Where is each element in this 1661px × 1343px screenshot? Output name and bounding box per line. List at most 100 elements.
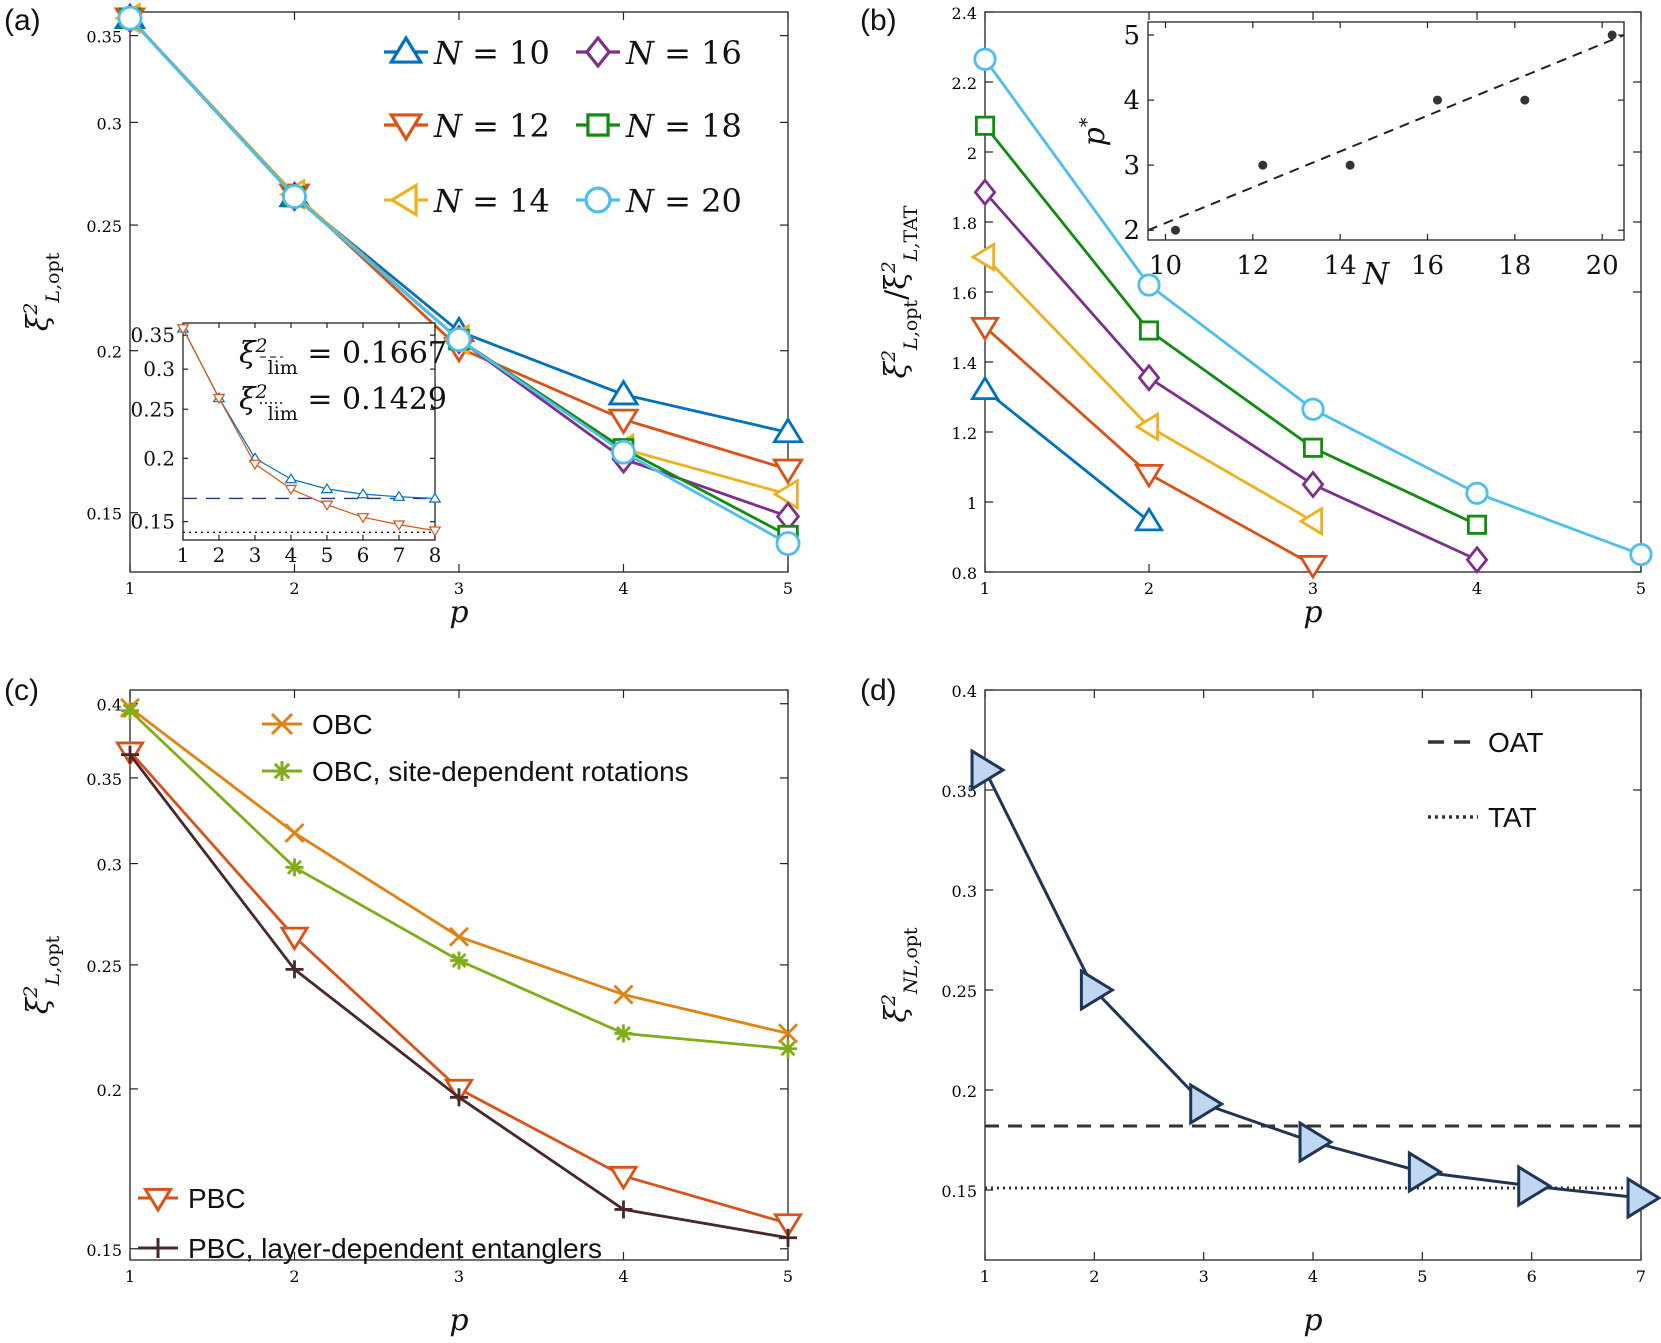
panel-d-series-point (1079, 968, 1116, 1012)
panel-b-ytick-label: 2.2 (952, 74, 977, 93)
panel-d-ylabel-part: 2 (878, 994, 900, 1007)
panel-b-inset-xtick-label: 18 (1498, 251, 1531, 281)
panel-c-frame (129, 689, 789, 1261)
panel-b-inset-frame (1147, 21, 1625, 241)
panel-b-inset-fit (1147, 34, 1625, 232)
panel-b-series-point (973, 178, 997, 207)
panel-c-series-point-stroke (449, 926, 469, 947)
panel-b-series-point (1301, 470, 1325, 499)
legend-marker (388, 182, 418, 218)
inset-legend-label-2-part: 2 (255, 381, 268, 403)
panel-c-ylabel-part: 2 (20, 986, 42, 999)
panel-b-ytick-label: 1.6 (952, 284, 977, 303)
panel-a-ylabel-part: L, (42, 284, 64, 304)
panel-d-ytick-label: 0.15 (941, 1182, 977, 1201)
legend-label: TAT (1488, 802, 1537, 833)
inset-legend-label-2-text: ξ2lim = 0.1429 (239, 381, 447, 425)
panel-a-xtick-label: 4 (618, 579, 628, 598)
panel-b-ytick-label: 0.8 (952, 564, 977, 583)
panel-a-ylabel-part: opt (42, 252, 64, 284)
legend-marker (584, 35, 612, 69)
panel-a-series-point (771, 416, 805, 444)
panel-a-inset-ytick-label: 0.15 (130, 510, 175, 534)
panel-b-series-point (1465, 481, 1489, 505)
panel-d-ytick-label: 0.3 (952, 882, 977, 901)
panel-a-inset-xtick-label: 5 (321, 543, 334, 567)
panel-c-xtick-label: 2 (289, 1267, 299, 1286)
legend-label-rest: = 20 (654, 182, 742, 220)
panel-d-ytick-label: 0.4 (952, 682, 977, 701)
panel-c-series-point (279, 926, 310, 952)
panel-b-series-point (970, 241, 996, 273)
panel-b-inset-xlabel: N (1362, 257, 1391, 292)
panel-d-xtick-label: 1 (980, 1267, 990, 1286)
inset-legend-label-2-part: lim (268, 403, 298, 425)
panel-d-xtick-label: 5 (1417, 1267, 1427, 1286)
panel-a-xtick-label: 5 (783, 579, 793, 598)
panel-c-ytick-label: 0.2 (97, 1081, 122, 1100)
panel-b-ylabel-part: TAT (900, 205, 922, 242)
panel-c-series-point-stroke (122, 703, 138, 719)
legend-marker (148, 1238, 168, 1258)
panel-b-inset-ytick-label: 3 (1123, 151, 1140, 181)
legend-label: OBC, site-dependent rotations (312, 756, 689, 787)
panel-d-ylabel-part: NL, (900, 959, 922, 995)
panel-b-inset-point (1432, 95, 1442, 105)
panel-b-series-line (984, 388, 1150, 523)
panel-d-series-point (970, 748, 1006, 792)
panel-d-series-point (1626, 1176, 1661, 1220)
panel-a-series-point (282, 184, 307, 209)
panel-a-series-point (611, 439, 636, 465)
panel-c-series-point-stroke (616, 1025, 631, 1041)
panel-a-inset-series-point (392, 520, 406, 531)
legend-label-var: N (625, 34, 655, 72)
legend-label: N = 20 (625, 182, 742, 220)
panel-a-inset-series-point (248, 459, 262, 471)
legend-label-var: N (433, 34, 463, 72)
legend-marker (388, 34, 424, 64)
panel-c-xtick-label: 5 (783, 1267, 793, 1286)
panel-a-ylabel-text: ξ2L,opt (20, 252, 64, 331)
panel-b-ytick-label: 1 (967, 494, 977, 513)
panel-a-series-point (607, 408, 640, 436)
panel-b-inset-xtick-label: 10 (1149, 251, 1182, 281)
panel-c-series-point-stroke (287, 859, 302, 875)
panel-c-ylabel-text: ξ2L,opt (20, 935, 64, 1014)
panel-a-inset-ytick-label: 0.25 (130, 397, 175, 421)
panel-b-series-point (1466, 514, 1488, 535)
panel-a-inset-series-point (320, 482, 334, 494)
panel-d-series-point (1298, 1120, 1334, 1164)
panel-b-xtick-label: 1 (980, 579, 990, 598)
legend-label: N = 12 (433, 107, 550, 145)
panel-a-inset-xtick-label: 6 (357, 543, 370, 567)
panel-b-inset-point (1170, 225, 1180, 235)
panel-d-xtick-label: 7 (1636, 1267, 1646, 1286)
panel-b-ylabel-part: L, (900, 331, 922, 351)
legend-marker (272, 761, 292, 781)
legend-marker (388, 113, 424, 143)
panel-a-ylabel-part: 2 (20, 303, 42, 316)
legend-label: OAT (1488, 727, 1543, 758)
panel-c-xtick-label: 3 (454, 1267, 464, 1286)
panel-d-xtick-label: 3 (1199, 1267, 1209, 1286)
panel-a-series-point (607, 378, 640, 406)
panel-a-series-point (446, 327, 472, 353)
panel-a-inset-xtick-label: 8 (429, 543, 442, 567)
panel-b-ylabel-part: /ξ (879, 273, 914, 300)
panel-b-series-point (1465, 545, 1489, 574)
panel-d: 1 2 3 4 5 6 70.150.20.250.30.350.4(d)pξ2NL,opt… (860, 674, 1661, 1338)
panel-a-inset-xtick-label: 4 (285, 543, 298, 567)
panel-c-series-point (121, 701, 139, 720)
panel-b-inset-xtick-label: 12 (1236, 251, 1269, 281)
panel-c-ylabel-part: opt (42, 935, 64, 967)
panel-c-ytick-label: 0.3 (97, 856, 122, 875)
panel-c-series-point (779, 1228, 797, 1247)
panel-d-ylabel: ξ2NL,opt (878, 927, 922, 1023)
panel-d-series-point (1517, 1164, 1553, 1208)
panel-a-series-point (771, 458, 805, 486)
panel-b-series-point (974, 115, 996, 136)
legend-label: N = 18 (625, 107, 742, 145)
panel-c-ytick-label: 0.25 (86, 957, 122, 976)
panel-b: 1 2 3 4 50.811.21.41.61.822.22.4(b)pξ2L,opt/… (860, 4, 1653, 630)
